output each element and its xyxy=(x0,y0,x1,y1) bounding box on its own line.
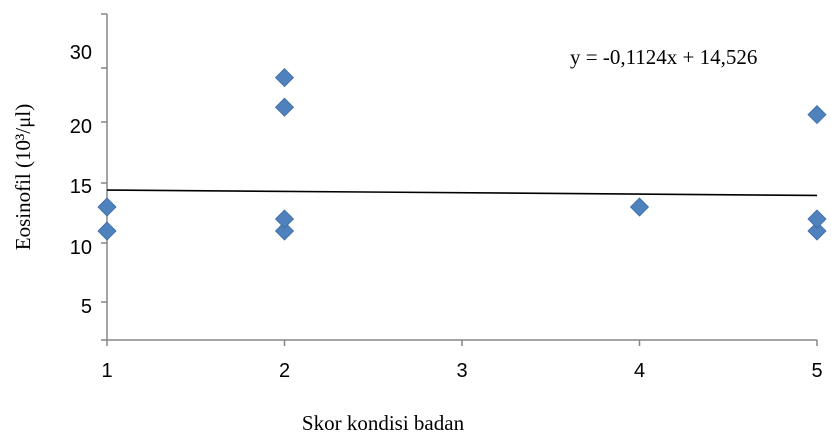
trendline xyxy=(106,189,818,197)
y-axis-title: Eosinofil (10³/μl) xyxy=(11,104,35,250)
y-tick-label: 15 xyxy=(70,176,92,198)
data-point xyxy=(274,209,295,229)
data-point xyxy=(97,197,117,217)
data-point xyxy=(629,197,650,217)
data-point xyxy=(807,105,827,125)
y-tick-label: 30 xyxy=(70,42,92,64)
x-tick-label: 3 xyxy=(456,360,467,382)
trendline-equation: y = -0,1124x + 14,526 xyxy=(570,45,757,69)
x-tick-label: 5 xyxy=(811,360,822,382)
x-axis-title: Skor kondisi badan xyxy=(302,411,465,434)
data-point xyxy=(807,209,827,229)
y-tick-label: 20 xyxy=(70,116,92,138)
y-tick-label: 10 xyxy=(70,237,92,259)
data-point xyxy=(274,68,295,88)
data-point xyxy=(807,221,827,241)
x-tick-label: 4 xyxy=(634,360,645,382)
data-point xyxy=(274,221,295,241)
y-tick-label: 5 xyxy=(81,296,92,318)
x-tick-label: 2 xyxy=(279,360,290,382)
y-ticks: 5 10 15 20 30 xyxy=(70,13,107,341)
x-tick-label: 1 xyxy=(101,360,112,382)
x-ticks: 1 2 3 4 5 xyxy=(101,340,823,382)
data-point xyxy=(97,221,117,241)
data-point xyxy=(274,97,295,117)
data-points xyxy=(97,68,827,241)
